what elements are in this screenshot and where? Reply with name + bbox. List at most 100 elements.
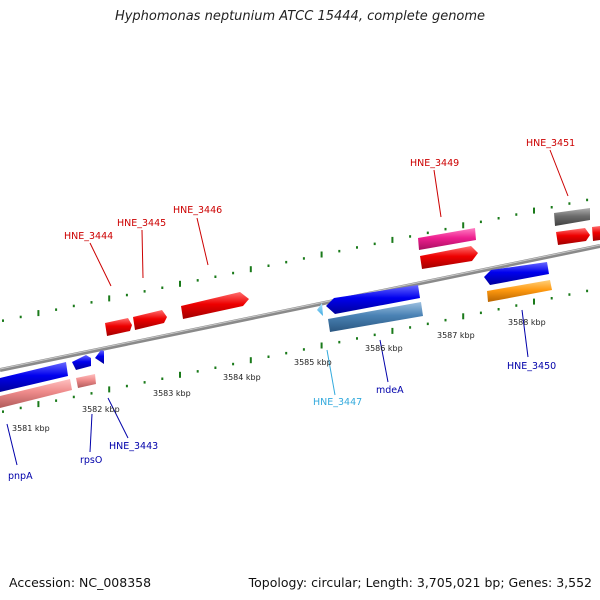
upper-track-tick bbox=[568, 202, 571, 205]
leader-mdeA bbox=[379, 339, 389, 383]
lower-track-tick bbox=[426, 322, 429, 326]
gene-hne3451-red-feature[interactable] bbox=[556, 228, 590, 245]
lower-track-tick bbox=[232, 362, 235, 366]
lower-track-tick bbox=[515, 304, 518, 307]
gene-hne3450-orange-feature[interactable] bbox=[487, 280, 552, 302]
gene-pnpA-feature[interactable] bbox=[0, 362, 68, 392]
gene-hne3444-feature[interactable] bbox=[105, 318, 132, 336]
upper-track-tick bbox=[373, 242, 376, 246]
gene-label-hne3446[interactable]: HNE_3446 bbox=[173, 205, 222, 216]
kbp-label-3583: 3583 kbp bbox=[153, 389, 191, 398]
upper-track-tick bbox=[2, 319, 4, 322]
gene-label-hne3450[interactable]: HNE_3450 bbox=[507, 361, 556, 372]
lower-track-tick bbox=[196, 370, 199, 373]
upper-track-tick bbox=[391, 236, 394, 243]
leader-hne3444 bbox=[89, 242, 112, 287]
upper-tick-track bbox=[2, 198, 589, 322]
lower-track-tick bbox=[568, 293, 571, 296]
lower-track-tick bbox=[161, 377, 164, 380]
kbp-label-3587: 3587 kbp bbox=[437, 331, 475, 340]
lower-track-tick bbox=[37, 401, 40, 408]
gene-hne3443-feature[interactable] bbox=[95, 350, 104, 364]
lower-track-tick bbox=[108, 386, 111, 393]
gene-hne3446-feature[interactable] bbox=[181, 292, 249, 319]
gene-label-mdeA[interactable]: mdeA bbox=[376, 385, 404, 396]
lower-track-tick bbox=[373, 333, 376, 337]
gene-edge-red-feature[interactable] bbox=[592, 226, 600, 241]
upper-track-tick bbox=[586, 198, 589, 202]
gene-label-hne3445[interactable]: HNE_3445 bbox=[117, 218, 166, 229]
gene-label-rpsO[interactable]: rpsO bbox=[80, 455, 102, 466]
upper-track-tick bbox=[72, 304, 75, 308]
lower-track-tick bbox=[19, 406, 22, 410]
gene-hne3447-feature[interactable] bbox=[317, 303, 323, 316]
lower-track-tick bbox=[72, 395, 75, 399]
gene-hne3451-feature[interactable] bbox=[554, 208, 590, 226]
upper-track-tick bbox=[479, 220, 482, 224]
upper-track-tick bbox=[267, 264, 270, 267]
leader-hne3451 bbox=[549, 149, 569, 197]
upper-track-tick bbox=[179, 280, 181, 287]
genome-backbone-highlight bbox=[0, 244, 600, 370]
lower-track-tick bbox=[2, 410, 4, 413]
lower-track-tick bbox=[90, 392, 93, 395]
lower-track-tick bbox=[338, 340, 341, 344]
lower-track-tick bbox=[462, 313, 465, 320]
leader-hne3450 bbox=[521, 309, 529, 358]
lower-track-tick bbox=[267, 355, 270, 358]
lower-track-tick bbox=[409, 326, 412, 329]
upper-track-tick bbox=[302, 257, 305, 260]
accession-label: Accession: NC_008358 bbox=[9, 575, 152, 590]
leader-pnpA bbox=[6, 423, 18, 466]
gene-label-hne3443[interactable]: HNE_3443 bbox=[109, 441, 158, 452]
gene-label-pnpA[interactable]: pnpA bbox=[8, 471, 33, 482]
lower-track-tick bbox=[391, 327, 394, 334]
kbp-label-3584: 3584 kbp bbox=[223, 373, 261, 382]
lower-track-tick bbox=[285, 351, 288, 355]
leader-hne3449 bbox=[433, 169, 442, 218]
gene-pnpA-salmon-feature[interactable] bbox=[0, 379, 72, 408]
upper-track-tick bbox=[19, 315, 22, 319]
upper-track-tick bbox=[196, 279, 199, 282]
gene-rpsO-feature[interactable] bbox=[72, 355, 91, 370]
upper-track-tick bbox=[232, 271, 235, 275]
upper-track-tick bbox=[462, 222, 465, 229]
gene-mdeA-steel-feature[interactable] bbox=[328, 302, 423, 332]
upper-track-tick bbox=[409, 235, 412, 238]
upper-track-tick bbox=[214, 275, 217, 278]
leader-hne3445 bbox=[141, 229, 144, 279]
gene-rpsO-salmon-feature[interactable] bbox=[76, 374, 96, 388]
gene-mdeA-feature[interactable] bbox=[326, 285, 420, 314]
gene-hne3449-feature[interactable] bbox=[418, 228, 476, 250]
upper-track-tick bbox=[320, 251, 323, 258]
leader-hne3443 bbox=[107, 397, 129, 439]
upper-track-tick bbox=[55, 308, 58, 311]
leader-hne3447 bbox=[326, 349, 336, 396]
lower-track-tick bbox=[320, 342, 323, 349]
upper-track-tick bbox=[161, 286, 164, 289]
gene-label-hne3447[interactable]: HNE_3447 bbox=[313, 397, 362, 408]
upper-track-tick bbox=[249, 266, 252, 273]
lower-track-tick bbox=[586, 289, 589, 293]
lower-track-tick bbox=[356, 337, 358, 340]
leader-hne3446 bbox=[196, 217, 209, 266]
gene-label-hne3444[interactable]: HNE_3444 bbox=[64, 231, 113, 242]
gene-label-hne3451[interactable]: HNE_3451 bbox=[526, 138, 575, 149]
lower-track-tick bbox=[533, 298, 535, 305]
gene-hne3450-feature[interactable] bbox=[484, 262, 549, 285]
upper-track-tick bbox=[533, 207, 535, 214]
lower-tick-track bbox=[2, 289, 589, 413]
kbp-label-3586: 3586 kbp bbox=[365, 344, 403, 353]
gene-label-hne3449[interactable]: HNE_3449 bbox=[410, 158, 459, 169]
gene-hne3449-red-feature[interactable] bbox=[420, 246, 478, 269]
gene-hne3445-feature[interactable] bbox=[133, 310, 167, 330]
upper-track-tick bbox=[356, 246, 358, 249]
upper-track-tick bbox=[125, 293, 128, 297]
lower-track-tick bbox=[125, 384, 128, 388]
kbp-label-3581: 3581 kbp bbox=[12, 424, 50, 433]
genome-info-label: Topology: circular; Length: 3,705,021 bp… bbox=[248, 575, 592, 590]
lower-track-tick bbox=[143, 381, 146, 384]
lower-track-tick bbox=[214, 366, 217, 369]
